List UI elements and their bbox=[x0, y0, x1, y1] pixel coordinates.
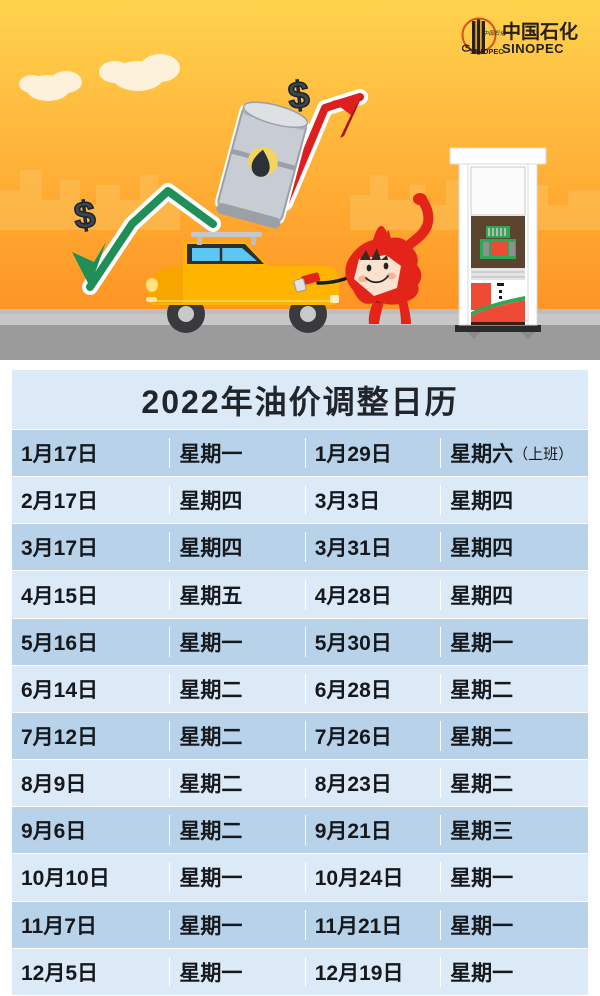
svg-text:$: $ bbox=[72, 194, 97, 238]
svg-text:SINOPEC: SINOPEC bbox=[502, 41, 564, 56]
svg-text:SINOPEC: SINOPEC bbox=[470, 47, 504, 56]
svg-text:中国石化: 中国石化 bbox=[502, 20, 578, 43]
